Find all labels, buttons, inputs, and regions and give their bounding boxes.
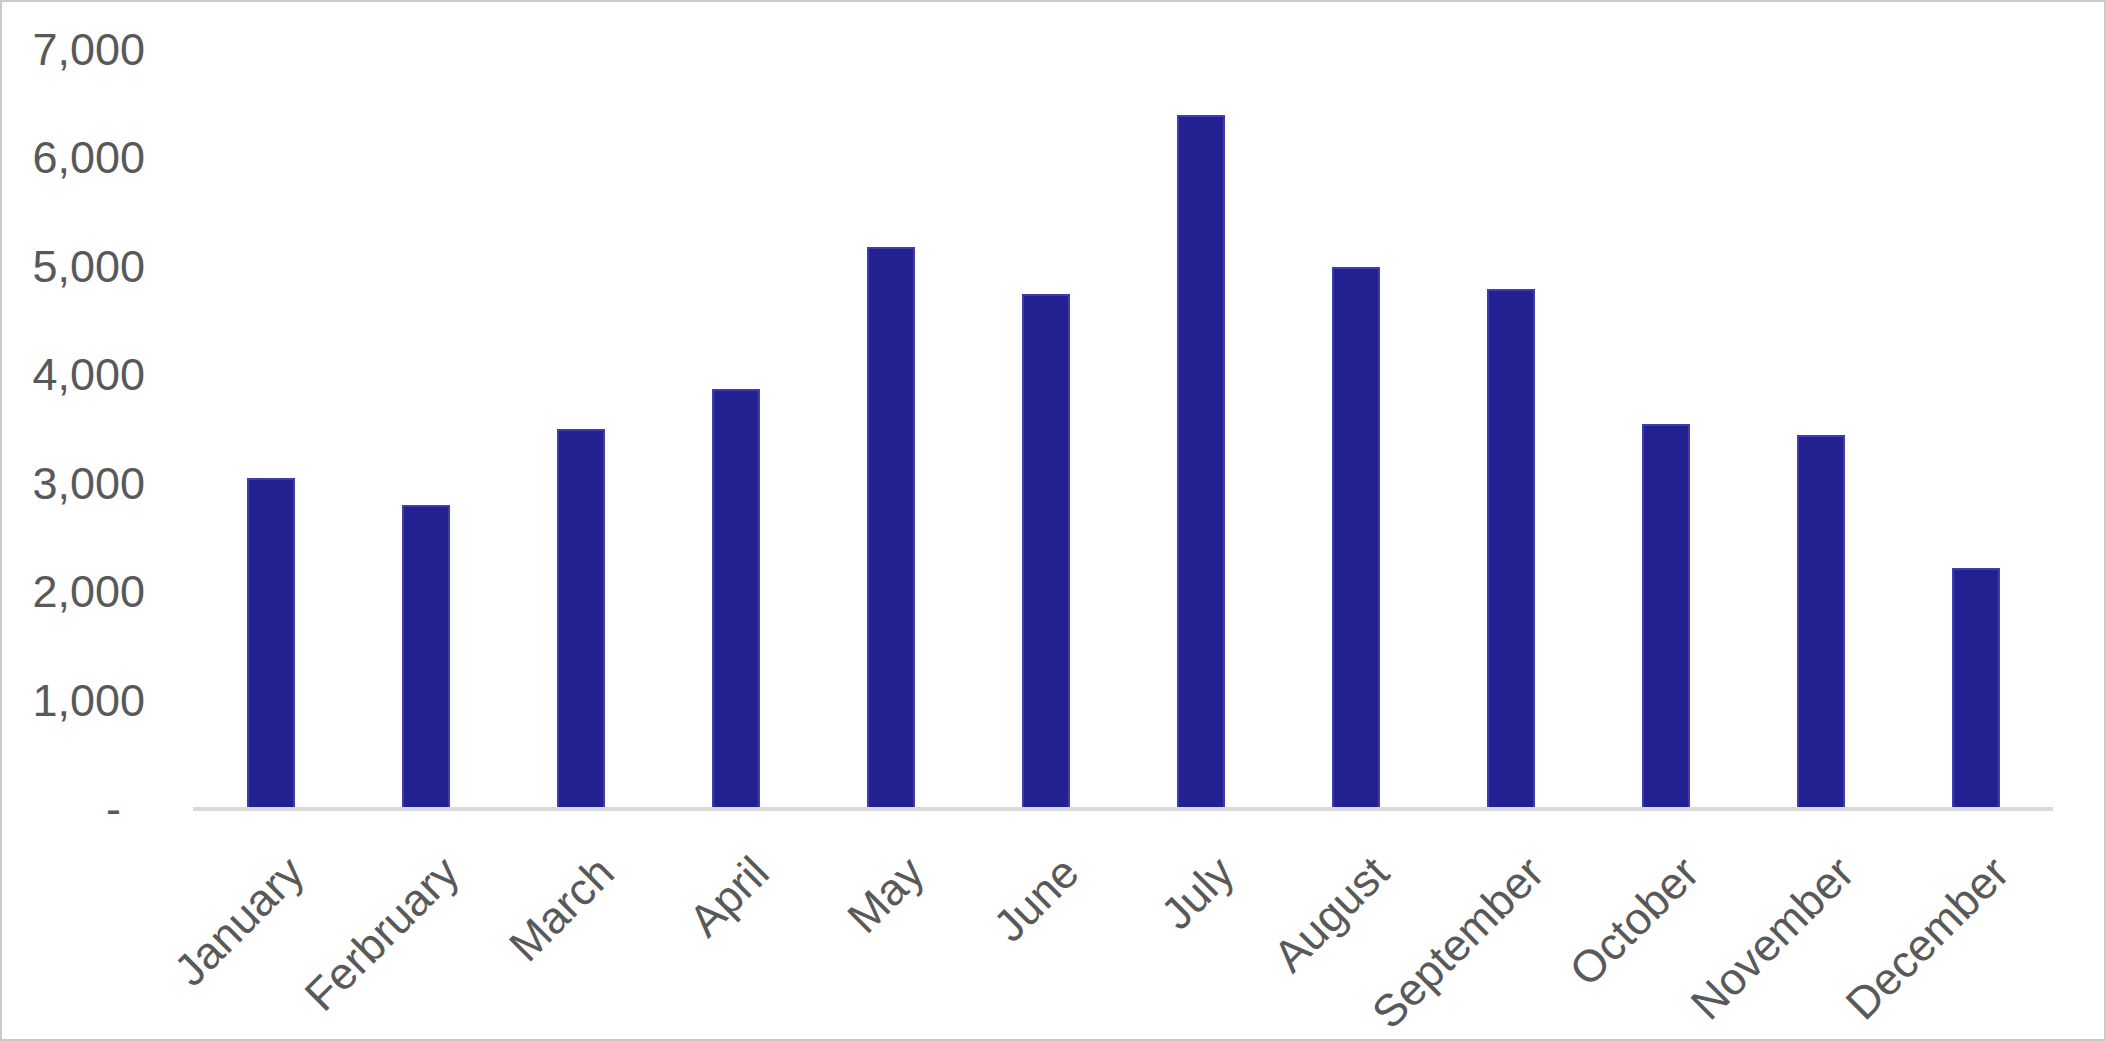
bar-november — [1797, 435, 1845, 809]
bar-chart: - 1,000 2,000 3,000 4,000 5,000 6,000 7,000 Jan… — [0, 0, 2106, 1041]
x-tick-label-april: April — [680, 848, 777, 945]
bar-april — [712, 389, 760, 809]
bar-june — [1022, 294, 1070, 809]
x-tick-label-march: March — [500, 848, 622, 970]
bar-january — [247, 478, 295, 809]
y-tick-label-3000: 3,000 — [2, 461, 145, 507]
x-tick-label-october: October — [1560, 848, 1706, 994]
x-tick-label-may: May — [838, 848, 931, 941]
bar-may — [867, 247, 915, 809]
bar-december — [1952, 568, 2000, 809]
bar-september — [1487, 289, 1535, 809]
x-tick-label-june: June — [984, 848, 1086, 950]
x-tick-label-january: January — [165, 848, 311, 994]
bar-july — [1177, 115, 1225, 809]
bar-october — [1642, 424, 1690, 809]
bar-august — [1332, 267, 1380, 809]
x-tick-label-december: December — [1837, 848, 2017, 1028]
bar-march — [557, 429, 605, 809]
x-tick-label-ferbruary: Ferbruary — [296, 848, 467, 1019]
bar-ferbruary — [402, 505, 450, 809]
y-tick-label-4000: 4,000 — [2, 352, 145, 398]
x-axis-line — [193, 807, 2053, 811]
x-tick-label-july: July — [1152, 848, 1242, 938]
y-tick-label-5000: 5,000 — [2, 244, 145, 290]
y-tick-label-0: - — [2, 786, 145, 832]
x-tick-label-august: August — [1264, 848, 1396, 980]
x-tick-label-november: November — [1682, 848, 1862, 1028]
y-tick-label-7000: 7,000 — [2, 27, 145, 73]
y-tick-label-1000: 1,000 — [2, 678, 145, 724]
y-tick-label-6000: 6,000 — [2, 135, 145, 181]
y-tick-label-2000: 2,000 — [2, 569, 145, 615]
